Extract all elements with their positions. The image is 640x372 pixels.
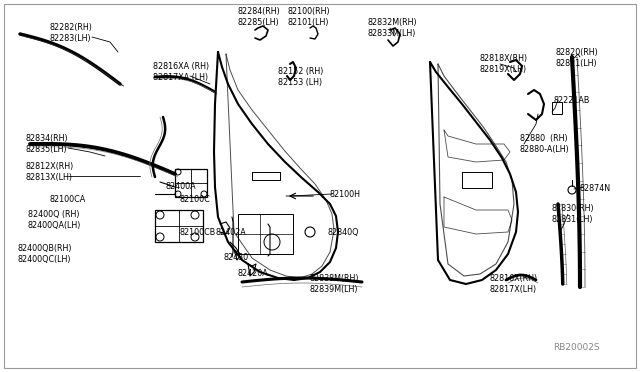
Text: 82100C: 82100C <box>180 195 211 203</box>
Text: 82832M(RH)
82833M(LH): 82832M(RH) 82833M(LH) <box>368 18 418 38</box>
Text: 82100H: 82100H <box>330 189 361 199</box>
Text: 82834(RH)
82835(LH): 82834(RH) 82835(LH) <box>26 134 68 154</box>
Text: 82816XA (RH)
82817XA (LH): 82816XA (RH) 82817XA (LH) <box>153 62 209 82</box>
Text: 82152 (RH)
82153 (LH): 82152 (RH) 82153 (LH) <box>278 67 323 87</box>
Text: 82812X(RH)
82813X(LH): 82812X(RH) 82813X(LH) <box>26 162 74 182</box>
Text: 82400A: 82400A <box>165 182 196 190</box>
Text: 82284(RH)
82285(LH): 82284(RH) 82285(LH) <box>238 7 281 27</box>
Bar <box>238 214 293 254</box>
Text: 82100(RH)
82101(LH): 82100(RH) 82101(LH) <box>288 7 331 27</box>
Text: 82820(RH)
82821(LH): 82820(RH) 82821(LH) <box>556 48 599 68</box>
Text: 82221AB: 82221AB <box>554 96 590 105</box>
Text: 82400Q (RH)
82400QA(LH): 82400Q (RH) 82400QA(LH) <box>28 210 81 230</box>
Text: 82880  (RH)
82880-A(LH): 82880 (RH) 82880-A(LH) <box>520 134 570 154</box>
Text: 82282(RH)
82283(LH): 82282(RH) 82283(LH) <box>50 23 93 43</box>
Text: 82838M(RH)
82839M(LH): 82838M(RH) 82839M(LH) <box>310 274 360 294</box>
Text: 82400QB(RH)
82400QC(LH): 82400QB(RH) 82400QC(LH) <box>18 244 72 264</box>
Bar <box>175 169 207 197</box>
Text: 82420A: 82420A <box>238 269 269 279</box>
Bar <box>552 102 562 114</box>
Text: 82830(RH)
82831(LH): 82830(RH) 82831(LH) <box>552 204 595 224</box>
Text: 82100CA: 82100CA <box>50 195 86 203</box>
Text: 82874N: 82874N <box>580 183 611 192</box>
Text: 82840Q: 82840Q <box>328 228 360 237</box>
Text: 82402A: 82402A <box>216 228 247 237</box>
Text: RB20002S: RB20002S <box>554 343 600 352</box>
Text: 82430: 82430 <box>224 253 249 263</box>
Text: 82816X(RH)
82817X(LH): 82816X(RH) 82817X(LH) <box>490 274 538 294</box>
Text: 82100CB: 82100CB <box>180 228 216 237</box>
Bar <box>155 210 203 242</box>
Text: 82818X(RH)
82819X(LH): 82818X(RH) 82819X(LH) <box>480 54 528 74</box>
